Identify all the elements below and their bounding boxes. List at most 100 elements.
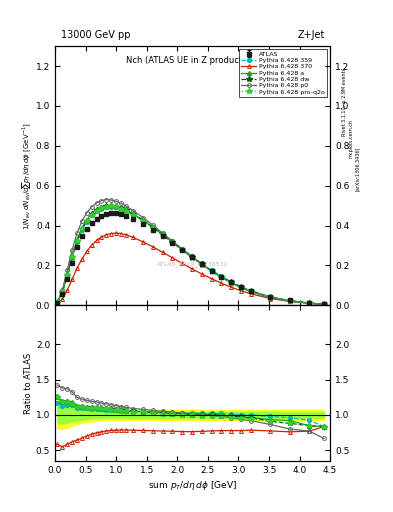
Pythia 6.428 a (104, 203, 109, 209)
Pythia 6.428 p0 (307, 300, 312, 306)
Pythia 6.428 a (321, 301, 326, 307)
Pythia 6.428 a (55, 299, 60, 305)
Pythia 6.428 dw (151, 224, 155, 230)
Pythia 6.428 a (141, 217, 145, 223)
Pythia 6.428 pro-q2o (151, 225, 155, 231)
Pythia 6.428 pro-q2o (160, 232, 165, 239)
Text: Rivet 3.1.10, ≥ 2.9M events: Rivet 3.1.10, ≥ 2.9M events (342, 68, 346, 137)
Pythia 6.428 dw (287, 298, 292, 304)
Pythia 6.428 pro-q2o (55, 299, 60, 305)
Pythia 6.428 370 (79, 256, 84, 262)
Pythia 6.428 p0 (219, 274, 224, 281)
Pythia 6.428 dw (141, 218, 145, 224)
Pythia 6.428 p0 (239, 285, 243, 291)
Pythia 6.428 p0 (268, 294, 273, 301)
Pythia 6.428 a (160, 231, 165, 238)
Pythia 6.428 pro-q2o (79, 226, 84, 232)
Pythia 6.428 pro-q2o (307, 300, 312, 306)
Pythia 6.428 p0 (99, 198, 104, 204)
Pythia 6.428 370 (219, 280, 224, 286)
Pythia 6.428 370 (170, 255, 175, 261)
Pythia 6.428 a (268, 294, 273, 300)
Pythia 6.428 370 (239, 288, 243, 294)
Pythia 6.428 370 (119, 230, 123, 237)
Pythia 6.428 p0 (141, 215, 145, 221)
Pythia 6.428 359 (287, 297, 292, 304)
Pythia 6.428 370 (104, 231, 109, 238)
Text: mcplots.cern.ch: mcplots.cern.ch (349, 119, 353, 158)
Line: Pythia 6.428 dw: Pythia 6.428 dw (55, 203, 327, 307)
Pythia 6.428 dw (114, 204, 119, 210)
Pythia 6.428 359 (89, 212, 94, 218)
Pythia 6.428 359 (151, 224, 155, 230)
Pythia 6.428 dw (239, 284, 243, 290)
Pythia 6.428 370 (70, 276, 75, 283)
Pythia 6.428 359 (160, 231, 165, 237)
Pythia 6.428 p0 (229, 280, 233, 286)
Pythia 6.428 pro-q2o (321, 301, 326, 307)
Pythia 6.428 p0 (180, 246, 185, 252)
Pythia 6.428 pro-q2o (219, 274, 224, 281)
Pythia 6.428 pro-q2o (239, 284, 243, 290)
Pythia 6.428 dw (109, 203, 114, 209)
Pythia 6.428 359 (321, 301, 326, 307)
Pythia 6.428 370 (209, 275, 214, 282)
Pythia 6.428 dw (219, 274, 224, 280)
Pythia 6.428 p0 (170, 238, 175, 244)
Pythia 6.428 p0 (248, 289, 253, 295)
Pythia 6.428 370 (141, 239, 145, 245)
Pythia 6.428 359 (123, 207, 128, 214)
Pythia 6.428 359 (114, 204, 119, 210)
Pythia 6.428 359 (119, 205, 123, 211)
Pythia 6.428 pro-q2o (199, 262, 204, 268)
Pythia 6.428 370 (151, 244, 155, 250)
Pythia 6.428 dw (131, 211, 136, 218)
Pythia 6.428 359 (75, 239, 79, 245)
Pythia 6.428 p0 (151, 222, 155, 228)
Pythia 6.428 359 (94, 208, 99, 214)
Pythia 6.428 a (89, 210, 94, 216)
Pythia 6.428 a (189, 254, 194, 260)
Text: [arXiv:1306.3436]: [arXiv:1306.3436] (355, 147, 360, 191)
Pythia 6.428 dw (70, 254, 75, 260)
Pythia 6.428 a (65, 271, 70, 278)
Pythia 6.428 pro-q2o (60, 289, 65, 295)
Pythia 6.428 370 (248, 291, 253, 297)
Pythia 6.428 359 (60, 290, 65, 296)
Pythia 6.428 a (60, 289, 65, 295)
Pythia 6.428 a (70, 253, 75, 259)
Text: ATLAS_2019_I1736531: ATLAS_2019_I1736531 (157, 261, 228, 267)
Pythia 6.428 dw (75, 238, 79, 244)
Pythia 6.428 359 (65, 273, 70, 279)
Pythia 6.428 370 (65, 287, 70, 293)
Pythia 6.428 370 (75, 265, 79, 271)
Pythia 6.428 p0 (131, 208, 136, 214)
Text: Z+Jet: Z+Jet (297, 30, 325, 39)
Pythia 6.428 dw (89, 211, 94, 218)
Pythia 6.428 dw (321, 301, 326, 307)
Pythia 6.428 359 (307, 300, 312, 306)
Pythia 6.428 a (219, 274, 224, 280)
Pythia 6.428 pro-q2o (114, 204, 119, 210)
Pythia 6.428 p0 (84, 210, 89, 216)
Y-axis label: Ratio to ATLAS: Ratio to ATLAS (24, 352, 33, 414)
Pythia 6.428 p0 (55, 299, 60, 305)
Line: Pythia 6.428 a: Pythia 6.428 a (55, 203, 326, 306)
Pythia 6.428 a (119, 204, 123, 210)
Pythia 6.428 359 (209, 267, 214, 273)
Pythia 6.428 pro-q2o (119, 205, 123, 211)
Pythia 6.428 dw (170, 240, 175, 246)
Pythia 6.428 dw (94, 207, 99, 214)
Pythia 6.428 pro-q2o (70, 254, 75, 260)
Pythia 6.428 a (151, 224, 155, 230)
Pythia 6.428 pro-q2o (75, 238, 79, 244)
X-axis label: sum $p_T/d\eta\,d\phi$ [GeV]: sum $p_T/d\eta\,d\phi$ [GeV] (148, 479, 237, 492)
Pythia 6.428 pro-q2o (141, 218, 145, 224)
Pythia 6.428 pro-q2o (268, 294, 273, 301)
Pythia 6.428 370 (321, 301, 326, 307)
Pythia 6.428 370 (131, 234, 136, 241)
Pythia 6.428 a (248, 288, 253, 294)
Pythia 6.428 359 (99, 205, 104, 211)
Pythia 6.428 370 (60, 296, 65, 303)
Pythia 6.428 a (180, 246, 185, 252)
